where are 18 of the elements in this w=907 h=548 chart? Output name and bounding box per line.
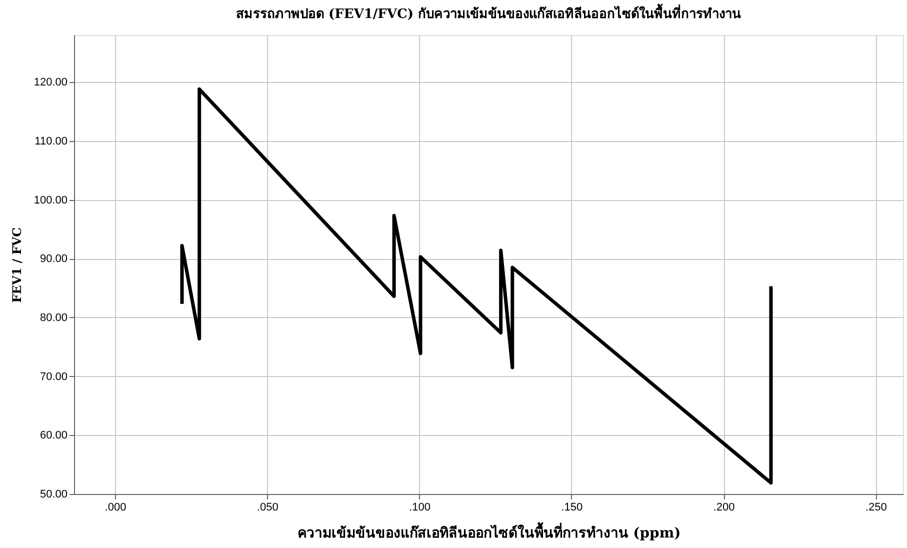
line-series bbox=[180, 87, 773, 485]
y-tick-label: 50.00 bbox=[40, 488, 68, 500]
x-tick-label: .050 bbox=[256, 502, 278, 514]
y-tick-label: 110.00 bbox=[34, 135, 68, 148]
x-tick-label: .250 bbox=[865, 502, 887, 514]
y-tick-label: 70.00 bbox=[40, 370, 68, 383]
y-tick-label: 80.00 bbox=[40, 312, 68, 324]
x-tick-label: .200 bbox=[713, 502, 735, 514]
x-axis-title: ความเข้มข้นของแก๊สเอทิลีนออกไซด์ในพื้นที่การทำงาน (ppm) bbox=[297, 522, 681, 542]
y-tick-label: 100.00 bbox=[34, 194, 68, 206]
y-axis-title: FEV1 / FVC bbox=[10, 227, 24, 303]
x-tick-label: .150 bbox=[561, 502, 583, 514]
y-tick-label: 90.00 bbox=[40, 253, 68, 266]
x-tick-label: .100 bbox=[409, 502, 430, 514]
y-tick-label: 120.00 bbox=[34, 76, 68, 89]
chart-title: สมรรถภาพปอด (FEV1/FVC) กับความเข้มข้นของแก๊สเอทิลีนออกไซด์ในพื้นที่การทำงาน bbox=[236, 3, 742, 22]
y-tick-label: 60.00 bbox=[40, 430, 68, 442]
x-tick-label: .000 bbox=[104, 502, 126, 514]
